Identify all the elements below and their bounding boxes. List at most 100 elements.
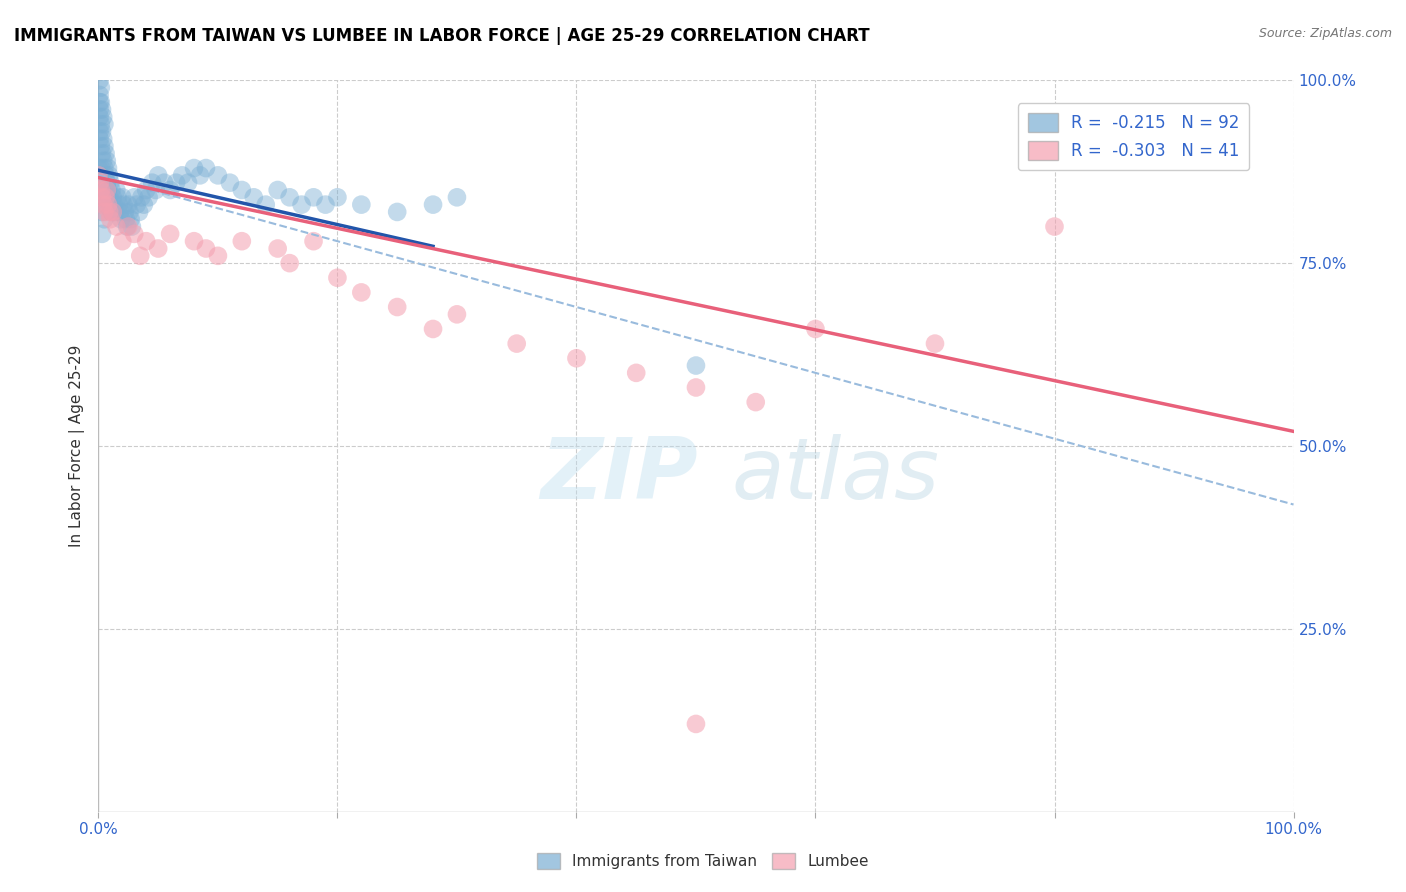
Point — [89, 124, 111, 138]
Point — [89, 87, 111, 102]
Point — [124, 190, 146, 204]
Point — [104, 205, 127, 219]
Point — [207, 169, 229, 183]
Point — [153, 176, 176, 190]
Point — [89, 110, 111, 124]
Point — [96, 176, 118, 190]
Point — [87, 161, 110, 175]
Point — [145, 183, 167, 197]
Point — [291, 197, 314, 211]
Point — [90, 95, 112, 110]
Point — [124, 227, 146, 241]
Point — [93, 117, 115, 131]
Point — [94, 169, 117, 183]
Point — [90, 117, 112, 131]
Point — [105, 219, 128, 234]
Point — [177, 176, 200, 190]
Point — [231, 234, 253, 248]
Point — [90, 161, 112, 175]
Point — [98, 205, 121, 219]
Point — [93, 139, 115, 153]
Point — [183, 234, 205, 248]
Point — [90, 139, 112, 153]
Point — [165, 176, 187, 190]
Point — [103, 197, 125, 211]
Point — [101, 205, 124, 219]
Point — [105, 183, 128, 197]
Point — [117, 197, 139, 211]
Point — [98, 197, 122, 211]
Legend: Immigrants from Taiwan, Lumbee: Immigrants from Taiwan, Lumbee — [531, 847, 875, 875]
Point — [195, 242, 218, 256]
Point — [91, 146, 114, 161]
Point — [924, 336, 946, 351]
Point — [117, 219, 139, 234]
Point — [93, 161, 115, 175]
Point — [87, 169, 110, 183]
Point — [302, 190, 325, 204]
Point — [89, 95, 111, 110]
Point — [326, 190, 349, 204]
Point — [96, 183, 118, 197]
Point — [114, 205, 136, 219]
Point — [89, 176, 111, 190]
Point — [91, 205, 114, 219]
Point — [94, 190, 117, 204]
Point — [745, 395, 768, 409]
Point — [132, 197, 155, 211]
Point — [350, 197, 373, 211]
Point — [91, 190, 114, 204]
Point — [129, 249, 152, 263]
Point — [91, 190, 114, 204]
Point — [385, 300, 409, 314]
Point — [135, 183, 157, 197]
Point — [96, 176, 118, 190]
Point — [97, 197, 120, 211]
Point — [565, 351, 588, 366]
Point — [685, 380, 707, 394]
Point — [98, 190, 121, 204]
Point — [107, 190, 129, 204]
Point — [96, 153, 118, 168]
Point — [278, 256, 301, 270]
Point — [94, 197, 117, 211]
Point — [326, 270, 349, 285]
Text: ZIP: ZIP — [541, 434, 699, 516]
Point — [1043, 219, 1066, 234]
Point — [141, 176, 163, 190]
Point — [97, 161, 120, 175]
Point — [108, 205, 131, 219]
Point — [125, 197, 148, 211]
Point — [148, 169, 170, 183]
Point — [350, 285, 373, 300]
Point — [90, 183, 112, 197]
Point — [98, 169, 121, 183]
Point — [183, 161, 205, 175]
Point — [120, 212, 142, 227]
Point — [101, 190, 124, 204]
Point — [98, 212, 122, 227]
Point — [91, 132, 114, 146]
Point — [685, 359, 707, 373]
Point — [90, 80, 112, 95]
Point — [89, 73, 111, 87]
Point — [98, 176, 122, 190]
Point — [243, 190, 266, 204]
Point — [267, 183, 290, 197]
Point — [148, 242, 170, 256]
Point — [111, 190, 134, 204]
Point — [91, 227, 114, 241]
Point — [91, 110, 114, 124]
Legend: R =  -0.215   N = 92, R =  -0.303   N = 41: R = -0.215 N = 92, R = -0.303 N = 41 — [1018, 103, 1250, 170]
Point — [506, 336, 529, 351]
Point — [267, 242, 290, 256]
Point — [91, 153, 114, 168]
Point — [138, 190, 160, 204]
Point — [207, 249, 229, 263]
Point — [90, 183, 112, 197]
Point — [100, 183, 122, 197]
Point — [115, 212, 138, 227]
Point — [131, 190, 153, 204]
Text: Source: ZipAtlas.com: Source: ZipAtlas.com — [1258, 27, 1392, 40]
Point — [93, 205, 115, 219]
